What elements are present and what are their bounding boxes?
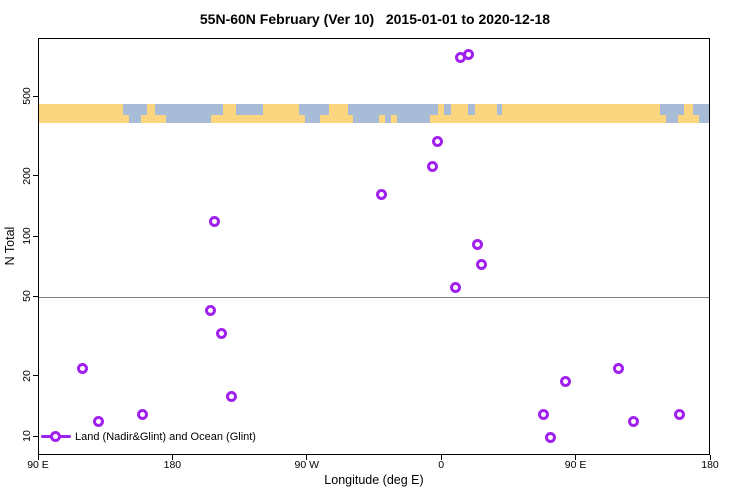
x-tick-label: 90 W — [294, 459, 320, 471]
data-point — [463, 48, 475, 60]
data-points-layer — [39, 39, 709, 454]
map-band-row — [39, 104, 709, 115]
data-point — [476, 258, 488, 270]
data-point — [76, 363, 88, 375]
x-tick-label: 0 — [438, 459, 445, 471]
data-point — [559, 375, 571, 387]
ocean-segment — [165, 114, 211, 123]
x-tick-mark — [709, 455, 711, 460]
data-point — [216, 327, 228, 339]
ocean-segment — [497, 104, 502, 115]
x-axis-label: Longitude (deg E) — [324, 473, 424, 487]
x-tick-label: 180 — [701, 459, 719, 471]
ocean-segment — [443, 104, 452, 115]
y-tick-label: 200 — [21, 167, 33, 185]
x-tick-label: 180 — [163, 459, 182, 471]
reference-line-50 — [39, 297, 709, 299]
data-point — [92, 415, 104, 427]
y-tick-label: 500 — [21, 87, 33, 105]
ocean-segment — [385, 114, 392, 123]
x-tick-mark — [440, 455, 442, 460]
ocean-segment — [467, 104, 476, 115]
x-tick-mark — [171, 455, 173, 460]
x-tick-mark — [306, 455, 308, 460]
data-point — [612, 363, 624, 375]
ocean-segment — [660, 104, 685, 115]
land-ocean-map-band — [39, 104, 709, 123]
y-tick-label: 100 — [21, 227, 33, 245]
x-tick-mark — [575, 455, 577, 460]
ocean-segment — [298, 104, 329, 115]
data-point — [375, 188, 387, 200]
x-tick-label: 90 E — [564, 459, 587, 471]
y-axis-label: N Total — [3, 226, 17, 266]
data-point — [204, 304, 216, 316]
data-point — [136, 408, 148, 420]
y-tick-label: 20 — [21, 370, 33, 382]
data-point — [538, 408, 550, 420]
data-point — [208, 216, 220, 228]
chart-title: 55N-60N February (Ver 10) 2015-01-01 to … — [199, 11, 551, 27]
ocean-segment — [666, 114, 679, 123]
y-tick-label: 50 — [21, 290, 33, 303]
x-tick-label: 90 E — [27, 459, 49, 471]
data-point — [226, 390, 238, 402]
data-point — [472, 238, 484, 250]
ocean-segment — [348, 104, 438, 115]
data-point — [431, 136, 443, 148]
ocean-segment — [693, 104, 709, 115]
ocean-segment — [352, 114, 380, 123]
y-tick-label: 10 — [21, 430, 33, 442]
ocean-segment — [304, 114, 320, 123]
x-tick-mark — [37, 455, 39, 460]
plot-area: Land (Nadir&Glint) and Ocean (Glint) — [38, 38, 710, 455]
ocean-segment — [699, 114, 709, 123]
data-point — [544, 431, 556, 443]
data-point — [628, 415, 640, 427]
data-point — [427, 161, 439, 173]
ocean-segment — [122, 104, 147, 115]
ocean-segment — [236, 104, 263, 115]
map-band-row — [39, 114, 709, 123]
ocean-segment — [155, 104, 223, 115]
data-point — [449, 281, 461, 293]
ocean-segment — [128, 114, 141, 123]
ocean-segment — [397, 114, 431, 123]
data-point — [674, 408, 686, 420]
